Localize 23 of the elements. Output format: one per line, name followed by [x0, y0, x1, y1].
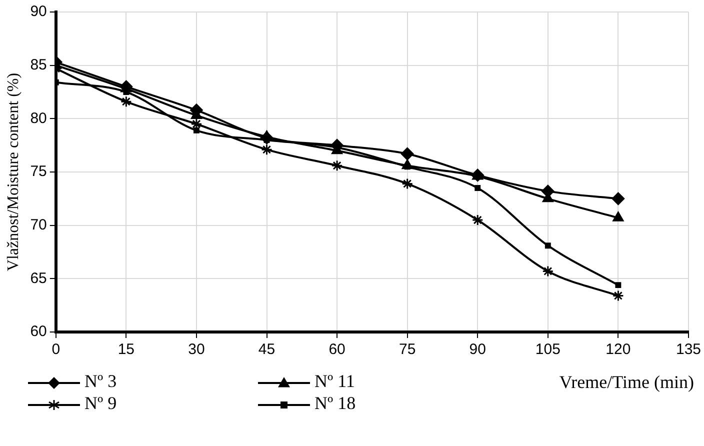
- y-tick-label: 90: [30, 3, 47, 20]
- x-tick-label: 15: [118, 341, 135, 358]
- x-tick-label: 120: [606, 341, 631, 358]
- y-tick-label: 80: [30, 110, 47, 127]
- x-tick-label: 30: [188, 341, 205, 358]
- x-tick-label: 0: [52, 341, 60, 358]
- x-tick-label: 75: [398, 341, 416, 358]
- x-tick-label: 135: [676, 341, 701, 358]
- x-tick-label: 60: [328, 341, 346, 358]
- y-tick-label: 75: [30, 163, 47, 180]
- y-tick-label: 60: [30, 323, 47, 340]
- x-tick-label: 45: [258, 341, 276, 358]
- x-axis-title: Vreme/Time (min): [559, 372, 694, 393]
- legend-label: Nº 18: [314, 393, 356, 413]
- legend-label: Nº 3: [84, 371, 117, 391]
- y-tick-label: 85: [30, 56, 47, 74]
- legend-label: Nº 11: [314, 371, 355, 391]
- y-tick-label: 65: [30, 270, 47, 287]
- legend-label: Nº 9: [84, 393, 117, 413]
- x-tick-label: 90: [469, 341, 486, 358]
- x-tick-label: 105: [535, 341, 560, 358]
- y-axis-title: Vlažnost/Moisture content (%): [4, 72, 22, 272]
- y-tick-label: 70: [30, 216, 47, 234]
